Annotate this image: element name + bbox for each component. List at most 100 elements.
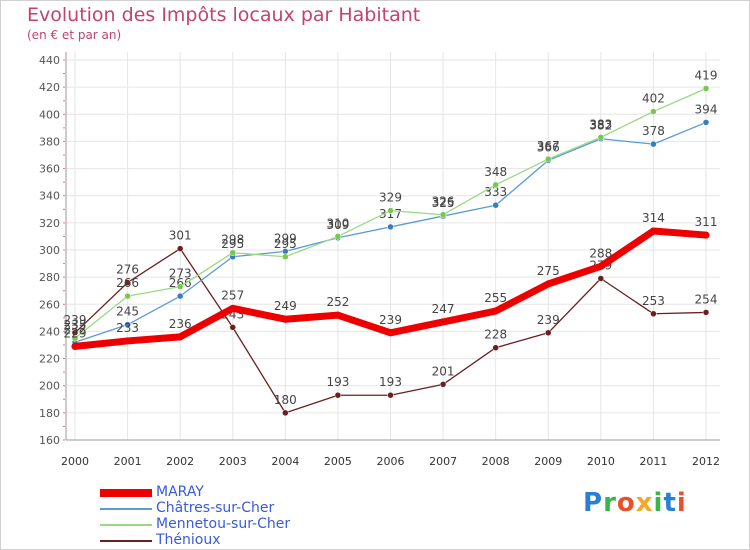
legend-label: MARAY bbox=[156, 484, 204, 500]
x-tick-label: 2002 bbox=[166, 455, 194, 468]
data-label: 233 bbox=[116, 321, 139, 335]
data-label: 276 bbox=[116, 263, 139, 277]
data-label: 253 bbox=[642, 294, 665, 308]
data-label: 266 bbox=[169, 276, 192, 290]
data-label: 235 bbox=[64, 318, 87, 332]
data-label: 257 bbox=[221, 288, 244, 302]
chart-title: Evolution des Impôts locaux par Habitant bbox=[27, 4, 421, 26]
data-label: 295 bbox=[274, 237, 297, 251]
data-point bbox=[439, 318, 447, 326]
y-tick-label: 260 bbox=[39, 298, 60, 311]
data-label: 236 bbox=[169, 317, 192, 331]
data-label: 247 bbox=[432, 302, 455, 316]
data-point bbox=[650, 310, 657, 318]
legend-label: Thénioux bbox=[156, 532, 221, 548]
plot-area bbox=[66, 52, 720, 440]
data-point bbox=[282, 409, 289, 417]
data-label: 394 bbox=[695, 102, 718, 116]
data-label: 366 bbox=[537, 140, 560, 154]
x-tick-label: 2004 bbox=[271, 455, 299, 468]
data-point bbox=[545, 155, 552, 163]
data-label: 382 bbox=[589, 119, 612, 133]
x-tick-label: 2011 bbox=[639, 455, 667, 468]
data-label: 301 bbox=[169, 229, 192, 243]
data-point bbox=[597, 275, 605, 282]
data-point bbox=[387, 223, 394, 231]
data-point bbox=[124, 321, 131, 328]
y-tick-label: 340 bbox=[39, 190, 60, 203]
y-tick-label: 400 bbox=[39, 108, 60, 121]
data-point bbox=[124, 337, 132, 345]
data-label: 317 bbox=[379, 207, 402, 221]
data-point bbox=[545, 329, 552, 337]
data-label: 325 bbox=[432, 196, 455, 210]
data-point bbox=[124, 292, 131, 300]
data-point bbox=[650, 140, 657, 148]
data-label: 239 bbox=[537, 313, 560, 327]
data-label: 239 bbox=[64, 313, 87, 327]
data-point bbox=[702, 309, 710, 316]
data-label: 201 bbox=[432, 364, 455, 378]
data-label: 245 bbox=[116, 305, 139, 319]
data-label: 329 bbox=[379, 191, 402, 205]
data-label: 378 bbox=[642, 124, 665, 138]
data-point bbox=[492, 201, 499, 209]
data-point bbox=[71, 334, 79, 342]
data-point bbox=[176, 245, 184, 252]
data-label: 180 bbox=[274, 393, 297, 407]
y-tick-label: 380 bbox=[39, 135, 60, 148]
data-point bbox=[702, 231, 710, 239]
data-point bbox=[702, 119, 710, 126]
data-point bbox=[544, 280, 552, 288]
data-point bbox=[492, 307, 500, 315]
y-tick-label: 440 bbox=[39, 54, 60, 67]
data-point bbox=[650, 108, 657, 115]
x-tick-label: 2012 bbox=[692, 455, 720, 468]
y-tick-label: 240 bbox=[39, 325, 60, 338]
y-tick-label: 300 bbox=[39, 244, 60, 257]
data-point bbox=[649, 227, 657, 235]
data-label: 383 bbox=[589, 117, 612, 131]
y-tick-label: 160 bbox=[39, 434, 60, 447]
data-label: 255 bbox=[484, 291, 507, 305]
data-label: 311 bbox=[695, 215, 718, 229]
data-label: 252 bbox=[326, 295, 349, 309]
chart-subtitle: (en € et par an) bbox=[27, 28, 122, 42]
y-tick-label: 360 bbox=[39, 163, 60, 176]
data-point bbox=[387, 207, 394, 214]
data-label: 298 bbox=[221, 233, 244, 247]
data-label: 273 bbox=[169, 267, 192, 281]
y-tick-label: 320 bbox=[39, 217, 60, 230]
data-point bbox=[229, 249, 236, 256]
proxiti-logo: Proxiti bbox=[583, 488, 687, 518]
data-label: 193 bbox=[326, 375, 349, 389]
data-label: 288 bbox=[589, 246, 612, 260]
data-label: 299 bbox=[274, 231, 297, 245]
data-label: 266 bbox=[116, 276, 139, 290]
x-tick-label: 2000 bbox=[61, 455, 89, 468]
y-tick-label: 180 bbox=[39, 407, 60, 420]
x-tick-label: 2001 bbox=[114, 455, 142, 468]
legend-swatch bbox=[100, 524, 152, 526]
data-label: 367 bbox=[537, 139, 560, 153]
data-point bbox=[334, 391, 342, 399]
x-tick-label: 2005 bbox=[324, 455, 352, 468]
data-label: 229 bbox=[64, 326, 87, 340]
data-point bbox=[387, 391, 394, 399]
data-label: 309 bbox=[326, 218, 349, 232]
y-tick-label: 420 bbox=[39, 81, 60, 94]
data-point bbox=[492, 344, 499, 351]
y-tick-label: 280 bbox=[39, 271, 60, 284]
data-label: 249 bbox=[274, 299, 297, 313]
data-point bbox=[124, 279, 131, 286]
x-tick-label: 2007 bbox=[429, 455, 457, 468]
line-chart: 160 180 200 220 240 260 280 300 320 340 360 380 400 4… bbox=[39, 52, 720, 468]
data-point bbox=[492, 181, 499, 189]
data-point bbox=[334, 233, 342, 240]
data-point bbox=[597, 134, 605, 141]
legend-label: Châtres-sur-Cher bbox=[156, 500, 275, 516]
data-point bbox=[229, 324, 236, 331]
data-label: 232 bbox=[64, 322, 87, 336]
data-point bbox=[281, 315, 289, 323]
data-point bbox=[176, 283, 184, 290]
